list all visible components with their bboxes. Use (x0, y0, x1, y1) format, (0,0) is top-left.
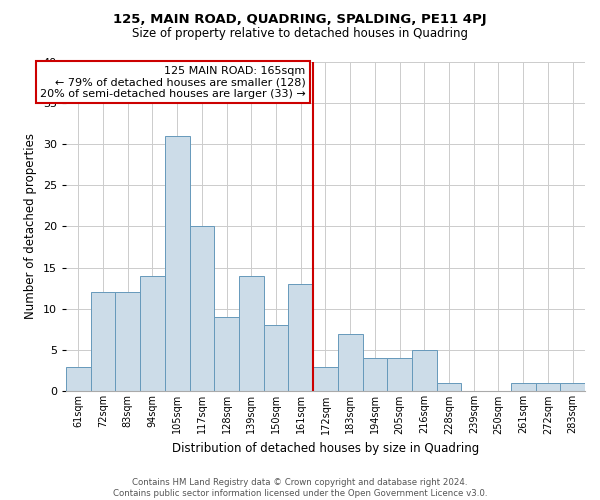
Bar (387, 358, 412, 392)
Bar (362, 358, 387, 392)
Bar (536, 383, 560, 392)
Bar (66, 366, 91, 392)
Y-axis label: Number of detached properties: Number of detached properties (24, 134, 37, 320)
Bar (289, 284, 313, 392)
Bar (239, 276, 263, 392)
X-axis label: Distribution of detached houses by size in Quadring: Distribution of detached houses by size … (172, 442, 479, 455)
Text: 125, MAIN ROAD, QUADRING, SPALDING, PE11 4PJ: 125, MAIN ROAD, QUADRING, SPALDING, PE11… (113, 12, 487, 26)
Bar (313, 366, 338, 392)
Bar (115, 292, 140, 392)
Text: Size of property relative to detached houses in Quadring: Size of property relative to detached ho… (132, 28, 468, 40)
Bar (437, 383, 461, 392)
Bar (190, 226, 214, 392)
Bar (263, 326, 289, 392)
Bar (91, 292, 115, 392)
Text: 125 MAIN ROAD: 165sqm
← 79% of detached houses are smaller (128)
20% of semi-det: 125 MAIN ROAD: 165sqm ← 79% of detached … (40, 66, 306, 99)
Bar (338, 334, 362, 392)
Bar (165, 136, 190, 392)
Bar (214, 317, 239, 392)
Bar (140, 276, 165, 392)
Bar (560, 383, 585, 392)
Bar (412, 350, 437, 392)
Bar (511, 383, 536, 392)
Text: Contains HM Land Registry data © Crown copyright and database right 2024.
Contai: Contains HM Land Registry data © Crown c… (113, 478, 487, 498)
